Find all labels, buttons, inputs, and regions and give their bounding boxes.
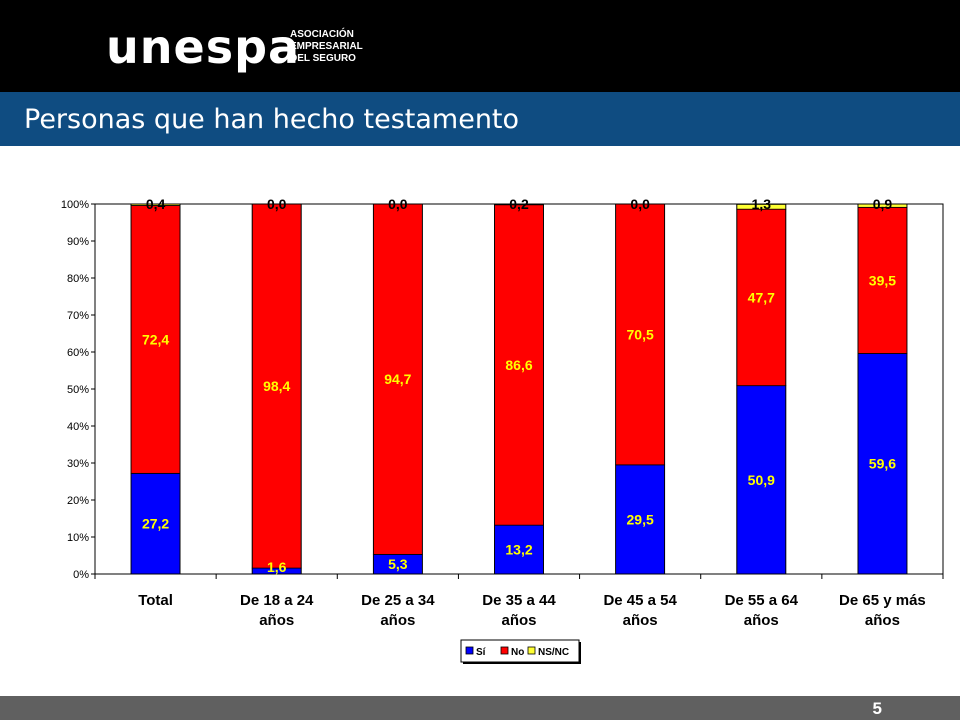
legend-box (460, 639, 580, 663)
bar-outline-1 (251, 203, 302, 575)
data-label-nsnc: 0,0 (267, 196, 287, 212)
stacked-bar-chart: 0% 10% 20% 30% 40% 50% 60% 70% 80% 90% 100% 27,2 72,… (61, 196, 944, 664)
category-label: De 65 y más (839, 592, 926, 609)
bar-outline-4 (615, 203, 666, 575)
data-label-si: 29,5 (627, 511, 654, 527)
data-label-si: 13,2 (505, 542, 532, 558)
category-label: años (623, 612, 658, 629)
logo-wordmark: unespa (106, 20, 301, 74)
bar-Sí-3 (494, 524, 544, 575)
logo-subtitle-line-1: ASOCIACIÓN (290, 29, 354, 40)
category-label: años (259, 612, 294, 629)
legend-swatch (527, 646, 536, 655)
data-label-si: 5,3 (388, 556, 408, 572)
data-label-nsnc: 0,4 (146, 196, 166, 212)
data-label-no: 70,5 (627, 326, 654, 342)
data-label-si: 59,6 (869, 456, 896, 472)
data-label-no: 47,7 (748, 289, 775, 305)
y-tick-label: 90% (67, 236, 89, 248)
data-label-nsnc: 0,2 (509, 196, 529, 212)
y-tick-label: 40% (67, 421, 89, 433)
legend-label: Sí (476, 647, 487, 658)
legend-label: No (511, 647, 524, 658)
data-label-no: 39,5 (869, 272, 896, 288)
data-label-nsnc: 1,3 (752, 196, 772, 212)
page-number: 5 (872, 699, 882, 718)
category-label: De 18 a 24 (240, 592, 314, 609)
y-tick-label: 60% (67, 347, 89, 359)
data-label-no: 72,4 (142, 331, 169, 347)
footer-bar (0, 696, 960, 720)
bar-outline-0 (130, 203, 181, 575)
category-label: De 45 a 54 (603, 592, 677, 609)
category-label: Total (138, 592, 173, 609)
y-tick-label: 80% (67, 273, 89, 285)
data-label-si: 27,2 (142, 516, 169, 532)
y-tick-label: 30% (67, 458, 89, 470)
data-label-nsnc: 0,0 (630, 196, 650, 212)
category-label: De 25 a 34 (361, 592, 435, 609)
bar-outline-3 (494, 203, 544, 575)
bar-outline-5 (736, 203, 787, 575)
bar-outline-2 (372, 203, 423, 575)
y-tick-label: 0% (73, 569, 89, 581)
category-label: años (865, 612, 900, 629)
data-label-nsnc: 0,0 (388, 196, 408, 212)
legend-label: NS/NC (538, 647, 569, 658)
bar-No-6 (857, 206, 908, 354)
data-label-si: 50,9 (748, 472, 775, 488)
y-tick-label: 20% (67, 495, 89, 507)
logo-subtitle-line-2: EMPRESARIAL (290, 41, 363, 52)
logo-subtitle: ASOCIACIÓN EMPRESARIAL DEL SEGURO (290, 29, 363, 65)
data-label-no: 86,6 (505, 357, 532, 373)
y-tick-label: 100% (61, 199, 89, 211)
category-label: años (744, 612, 779, 629)
bar-Sí-4 (615, 464, 666, 575)
data-label-no: 98,4 (263, 378, 290, 394)
category-label: años (380, 612, 415, 629)
page-title: Personas que han hecho testamento (24, 104, 520, 135)
y-tick-label: 50% (67, 384, 89, 396)
legend-swatch (500, 646, 509, 655)
title-bar (0, 92, 960, 146)
legend-swatch (465, 646, 474, 655)
data-label-nsnc: 0,9 (873, 196, 893, 212)
bar-No-3 (494, 204, 544, 526)
y-tick-label: 70% (67, 310, 89, 322)
category-label: De 55 a 64 (725, 592, 799, 609)
y-tick-label: 10% (67, 532, 89, 544)
logo-subtitle-line-3: DEL SEGURO (290, 53, 356, 64)
data-label-no: 94,7 (384, 371, 411, 387)
header-bar (0, 0, 960, 92)
bar-outline-6 (857, 203, 908, 575)
category-label: De 35 a 44 (482, 592, 556, 609)
bar-No-4 (615, 203, 666, 466)
data-label-si: 1,6 (267, 559, 287, 575)
category-label: años (501, 612, 536, 629)
